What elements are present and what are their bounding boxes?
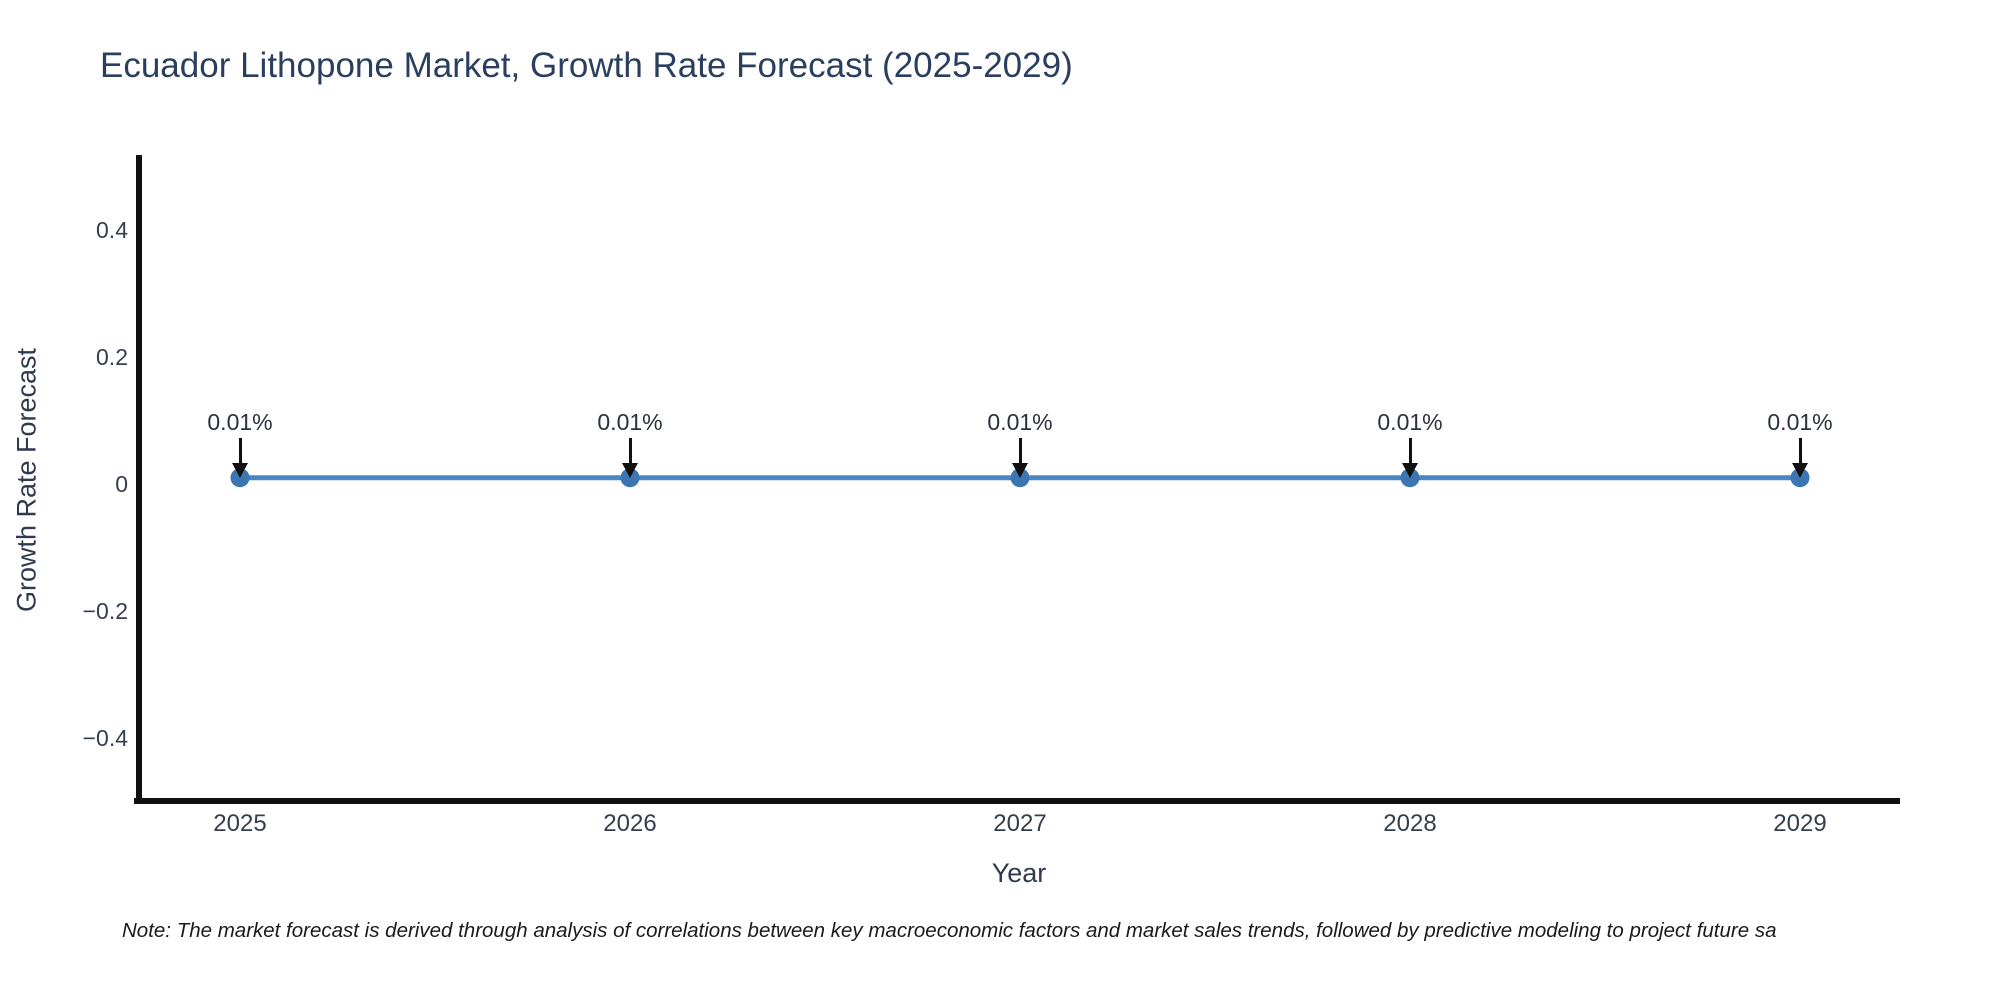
x-tick-label: 2025 xyxy=(213,810,267,837)
point-value-label: 0.01% xyxy=(207,409,273,435)
x-tick-label: 2029 xyxy=(1773,810,1827,837)
y-axis-line xyxy=(136,155,142,804)
annotation-arrow-shaft xyxy=(1798,438,1802,465)
x-axis-title: Year xyxy=(991,858,1047,888)
y-tick-label: 0.4 xyxy=(96,217,128,244)
x-tick-label: 2026 xyxy=(603,810,657,837)
annotation-arrow-shaft xyxy=(628,438,632,465)
chart-title: Ecuador Lithopone Market, Growth Rate Fo… xyxy=(100,46,1073,85)
point-value-label: 0.01% xyxy=(987,409,1053,435)
annotation-arrowhead-icon xyxy=(622,463,638,478)
point-value-label: 0.01% xyxy=(597,409,663,435)
footnote: Note: The market forecast is derived thr… xyxy=(122,919,1777,942)
annotation-arrowhead-icon xyxy=(232,463,248,478)
annotation-arrow-shaft xyxy=(238,438,242,465)
y-tick-label: 0.2 xyxy=(96,344,128,371)
x-tick-label: 2027 xyxy=(993,810,1047,837)
annotation-arrow-shaft xyxy=(1408,438,1412,465)
x-tick-label: 2028 xyxy=(1383,810,1437,837)
annotation-arrowhead-icon xyxy=(1012,463,1028,478)
point-value-label: 0.01% xyxy=(1767,409,1833,435)
annotation-arrow-shaft xyxy=(1018,438,1022,465)
point-value-label: 0.01% xyxy=(1377,409,1443,435)
y-tick-label: −0.2 xyxy=(82,598,128,625)
x-axis-line xyxy=(134,798,1900,804)
y-tick-label: 0 xyxy=(115,471,128,498)
annotation-arrowhead-icon xyxy=(1792,463,1808,478)
y-tick-label: −0.4 xyxy=(82,725,128,752)
annotation-arrowhead-icon xyxy=(1402,463,1418,478)
